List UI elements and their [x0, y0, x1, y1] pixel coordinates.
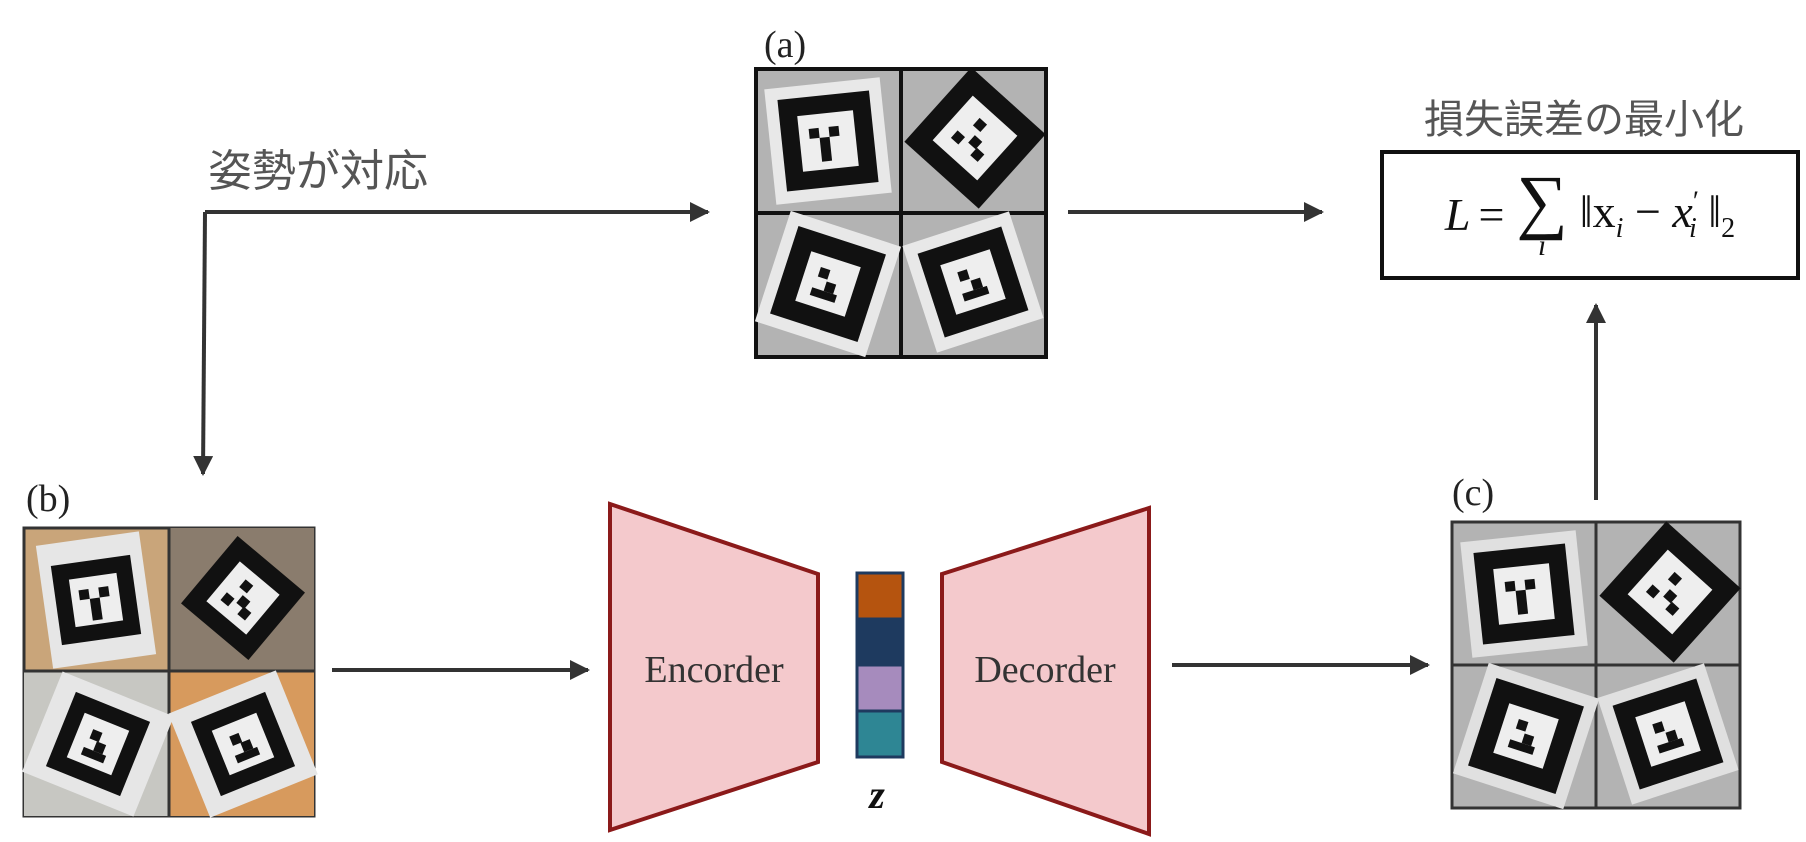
loss-formula-box: L = ∑ i ‖xi − x′i ‖2: [1380, 150, 1800, 280]
latent-cell-4: [855, 709, 905, 759]
equals-sign: =: [1478, 189, 1505, 241]
norm-close: ‖: [1708, 185, 1722, 237]
sum-operator: ∑ i: [1516, 160, 1568, 263]
panel-a-label: (a): [764, 24, 807, 66]
latent-vector: [855, 571, 905, 759]
encoder-block: [608, 501, 820, 833]
loss-formula: L = ∑ i ‖xi − x′i ‖2: [1444, 160, 1735, 263]
panel-a-image-grid: [754, 67, 1048, 359]
panel-b-image-grid: [22, 526, 318, 818]
decoder-label: Decorder: [974, 649, 1116, 691]
latent-cell-3: [855, 663, 905, 713]
panel-b-label: (b): [26, 478, 71, 520]
panel-c-image-grid: [1450, 520, 1742, 810]
x-prime: x: [1672, 185, 1693, 237]
pose-correspondence-label: 姿勢が対応: [208, 146, 428, 197]
sigma-symbol: ∑: [1516, 160, 1568, 241]
loss-symbol: L: [1444, 189, 1471, 241]
norm-open: ‖x: [1579, 185, 1616, 237]
latent-cell-1: [855, 571, 905, 621]
minimize-loss-label: 損失誤差の最小化: [1424, 97, 1744, 143]
panel-c-label: (c): [1452, 472, 1495, 514]
norm-subscript: 2: [1721, 213, 1736, 245]
latent-cell-2: [855, 617, 905, 667]
x-prime-index: i: [1688, 213, 1697, 245]
arrow-pose-to-b: [193, 211, 214, 476]
prime-mark: ′: [1692, 186, 1699, 218]
flow-arrows: [193, 202, 1606, 680]
decoder-block: [940, 505, 1151, 837]
sum-index: i: [1537, 229, 1547, 263]
minus-sign: −: [1634, 185, 1661, 237]
latent-label: z: [867, 772, 885, 817]
norm-expression: ‖xi − x′i ‖2: [1580, 185, 1735, 245]
x-index: i: [1615, 213, 1624, 245]
encoder-label: Encorder: [644, 649, 784, 691]
